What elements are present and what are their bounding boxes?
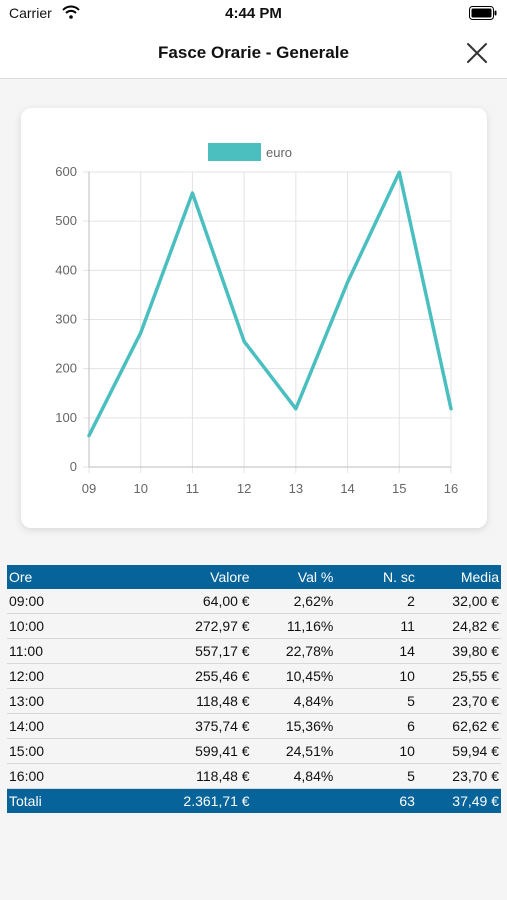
cell-val-pct: 24,51% <box>251 738 336 764</box>
cell-val-pct: 2,62% <box>251 589 336 614</box>
cell-n-sc: 11 <box>335 613 417 639</box>
x-tick-label: 12 <box>237 481 251 496</box>
cell-ore: 09:00 <box>7 589 117 614</box>
data-point[interactable] <box>346 280 350 284</box>
table-row: 09:00 64,00 €2,62% 2 32,00 € <box>7 589 501 614</box>
cell-valore: 557,17 € <box>116 638 252 664</box>
line-chart: euro 0 100 200 300 400 500 600 09 10 11 12 13 14 15 16 <box>55 143 458 496</box>
data-point[interactable] <box>139 331 143 335</box>
close-button[interactable] <box>465 41 489 65</box>
cell-valore: 375,74 € <box>116 713 252 739</box>
data-point[interactable] <box>294 407 298 411</box>
table-row: 13:00 118,48 €4,84% 5 23,70 € <box>7 688 501 714</box>
cell-valore: 272,97 € <box>116 613 252 639</box>
cell-media: 62,62 € <box>416 713 501 739</box>
x-tick-label: 10 <box>133 481 147 496</box>
cell-ore: 13:00 <box>7 688 117 714</box>
data-table: Ore Valore Val % N. sc Media 09:00 64,00 … <box>7 565 501 813</box>
cell-ore: 15:00 <box>7 738 117 764</box>
cell-ore: 16:00 <box>7 763 117 789</box>
cell-n-sc: 6 <box>335 713 417 739</box>
cell-n-sc: 14 <box>335 638 417 664</box>
cell-media: 23,70 € <box>416 763 501 789</box>
table-row: 10:00 272,97 €11,16% 11 24,82 € <box>7 613 501 639</box>
col-n-sc: N. sc <box>335 565 417 589</box>
totals-row: Totali 2.361,71 € 63 37,49 € <box>7 788 501 813</box>
cell-valore: 64,00 € <box>116 589 252 614</box>
x-tick-label: 16 <box>444 481 458 496</box>
table-header-row: Ore Valore Val % N. sc Media <box>7 565 501 589</box>
cell-ore: 14:00 <box>7 713 117 739</box>
table-row: 15:00 599,41 €24,51% 10 59,94 € <box>7 738 501 764</box>
y-tick-label: 400 <box>55 262 77 277</box>
cell-valore: 118,48 € <box>116 688 252 714</box>
cell-media: 59,94 € <box>416 738 501 764</box>
close-icon <box>467 43 487 63</box>
table-row: 16:00 118,48 €4,84% 5 23,70 € <box>7 763 501 789</box>
x-tick-label: 13 <box>289 481 303 496</box>
total-cell-ore: Totali <box>7 788 117 813</box>
col-valore: Valore <box>116 565 252 589</box>
total-cell-valore: 2.361,71 € <box>116 788 252 813</box>
cell-ore: 10:00 <box>7 613 117 639</box>
total-cell-media: 37,49 € <box>416 788 501 813</box>
cell-media: 39,80 € <box>416 638 501 664</box>
cell-valore: 599,41 € <box>116 738 252 764</box>
cell-media: 32,00 € <box>416 589 501 614</box>
x-tick-label: 09 <box>82 481 96 496</box>
cell-n-sc: 5 <box>335 688 417 714</box>
status-time: 4:44 PM <box>225 5 282 22</box>
cell-media: 25,55 € <box>416 663 501 689</box>
cell-val-pct: 4,84% <box>251 688 336 714</box>
series-line-euro <box>87 170 453 438</box>
cell-valore: 118,48 € <box>116 763 252 789</box>
y-tick-label: 600 <box>55 164 77 179</box>
cell-media: 23,70 € <box>416 688 501 714</box>
cell-val-pct: 4,84% <box>251 763 336 789</box>
nav-bar: Fasce Orarie - Generale <box>0 28 507 79</box>
cell-val-pct: 11,16% <box>251 613 336 639</box>
cell-val-pct: 15,36% <box>251 713 336 739</box>
legend-swatch[interactable] <box>208 143 261 161</box>
y-tick-label: 300 <box>55 312 77 327</box>
cell-ore: 12:00 <box>7 663 117 689</box>
table-row: 11:00 557,17 €22,78% 14 39,80 € <box>7 638 501 664</box>
y-tick-label: 100 <box>55 410 77 425</box>
cell-valore: 255,46 € <box>116 663 252 689</box>
x-tick-label: 15 <box>392 481 406 496</box>
y-tick-label: 500 <box>55 213 77 228</box>
cell-n-sc: 5 <box>335 763 417 789</box>
table-row: 12:00 255,46 €10,45% 10 25,55 € <box>7 663 501 689</box>
page-title: Fasce Orarie - Generale <box>158 43 349 62</box>
cell-n-sc: 2 <box>335 589 417 614</box>
cell-val-pct: 22,78% <box>251 638 336 664</box>
data-point[interactable] <box>449 407 453 411</box>
wifi-icon <box>62 5 80 24</box>
data-point[interactable] <box>242 339 246 343</box>
col-media: Media <box>416 565 501 589</box>
cell-val-pct: 10,45% <box>251 663 336 689</box>
data-point[interactable] <box>397 170 401 174</box>
data-point[interactable] <box>87 434 91 438</box>
cell-n-sc: 10 <box>335 738 417 764</box>
y-tick-label: 0 <box>70 459 77 474</box>
cell-n-sc: 10 <box>335 663 417 689</box>
legend-label: euro <box>266 145 292 160</box>
battery-icon <box>469 6 497 25</box>
total-cell-n-sc: 63 <box>335 788 417 813</box>
status-bar: Carrier 4:44 PM <box>0 0 507 28</box>
table-row: 14:00 375,74 €15,36% 6 62,62 € <box>7 713 501 739</box>
col-val-pct: Val % <box>251 565 336 589</box>
data-point[interactable] <box>190 191 194 195</box>
cell-media: 24,82 € <box>416 613 501 639</box>
col-ore: Ore <box>7 565 117 589</box>
carrier-label: Carrier <box>9 5 52 21</box>
chart-card: euro 0 100 200 300 400 500 600 09 10 11 12 13 14 15 16 <box>21 108 487 528</box>
x-tick-label: 14 <box>340 481 354 496</box>
total-cell-val-pct <box>251 788 336 813</box>
cell-ore: 11:00 <box>7 638 117 664</box>
x-tick-label: 11 <box>186 481 200 496</box>
y-tick-label: 200 <box>55 361 77 376</box>
